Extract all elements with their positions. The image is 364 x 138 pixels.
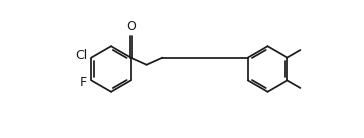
Text: O: O bbox=[126, 20, 136, 33]
Text: F: F bbox=[80, 76, 87, 89]
Text: Cl: Cl bbox=[75, 49, 87, 62]
